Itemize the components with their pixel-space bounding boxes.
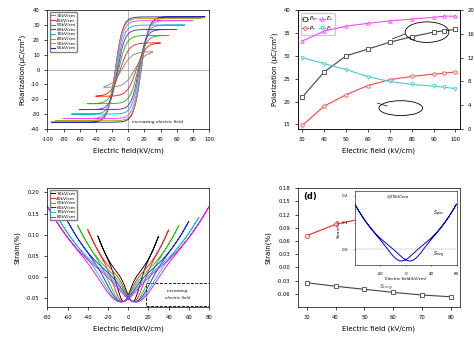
Text: (d): (d) [303, 192, 317, 201]
X-axis label: Electric field (kV/cm): Electric field (kV/cm) [342, 325, 415, 331]
Y-axis label: Strain(%): Strain(%) [265, 231, 271, 264]
Text: (a): (a) [52, 14, 65, 23]
Legend: $P_m$, $P_r$, $E_c$, $E_i$: $P_m$, $P_r$, $E_c$, $E_i$ [301, 13, 335, 35]
Y-axis label: Polarization (μC/cm²): Polarization (μC/cm²) [271, 33, 278, 106]
Y-axis label: Strain(%): Strain(%) [14, 231, 20, 264]
Legend: 30kV/cm, 40kV/cm, 50kV/cm, 60kV/cm, 70kV/cm, 80kV/cm: 30kV/cm, 40kV/cm, 50kV/cm, 60kV/cm, 70kV… [50, 191, 77, 220]
Text: $S_{neg}$: $S_{neg}$ [379, 283, 393, 293]
X-axis label: Electric field(kV/cm): Electric field(kV/cm) [93, 147, 164, 153]
Text: increasing electric field: increasing electric field [132, 120, 183, 124]
Y-axis label: Polarization(μC/cm²): Polarization(μC/cm²) [18, 34, 26, 105]
Text: increasing: increasing [167, 290, 188, 294]
X-axis label: Electric field(kV/cm): Electric field(kV/cm) [93, 325, 164, 331]
Text: electric field: electric field [165, 296, 191, 300]
Bar [146, 283, 209, 307]
Text: (b): (b) [303, 14, 317, 23]
Text: $S_{pos}$: $S_{pos}$ [379, 213, 392, 224]
Text: (c): (c) [52, 192, 65, 201]
Legend: 30kV/cm, 40kV/cm, 50kV/cm, 60kV/cm, 70kV/cm, 80kV/cm, 90kV/cm, 95kV/cm: 30kV/cm, 40kV/cm, 50kV/cm, 60kV/cm, 70kV… [50, 13, 77, 52]
X-axis label: Electric field (kV/cm): Electric field (kV/cm) [342, 147, 415, 153]
